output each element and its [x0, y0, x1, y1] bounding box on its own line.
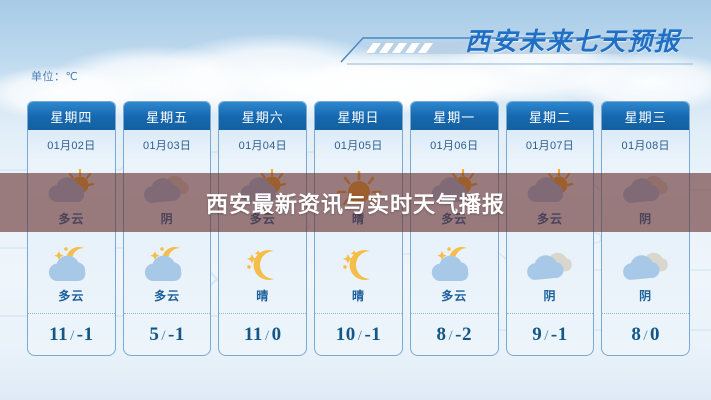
temperature-separator: / [544, 327, 549, 344]
nighttime-condition-label: 多云 [58, 289, 85, 303]
temperature-range: 8/0 [602, 313, 690, 355]
high-temperature: 8 [631, 323, 642, 345]
high-temperature: 8 [436, 323, 447, 345]
date-label: 01月03日 [123, 130, 211, 159]
date-label: 01月07日 [506, 130, 594, 159]
weekday-label: 星期日 [315, 102, 402, 130]
date-label: 01月02日 [28, 130, 115, 159]
low-temperature: -1 [550, 323, 568, 345]
date-label: 01月05日 [315, 130, 402, 159]
moon-behind-cloud-icon [139, 245, 195, 285]
low-temperature: -1 [364, 323, 382, 345]
low-temperature: 0 [271, 323, 282, 345]
high-temperature: 11 [243, 323, 263, 345]
news-overlay-text: 西安最新资讯与实时天气播报 [205, 191, 505, 217]
weekday-label: 星期五 [123, 102, 211, 130]
date-label: 01月04日 [219, 130, 307, 159]
header-banner: 西安未来七天预报 [337, 12, 697, 70]
date-label: 01月08日 [602, 130, 690, 159]
temperature-separator: / [264, 327, 270, 344]
low-temperature: -2 [455, 323, 472, 345]
temperature-range: 8/-2 [410, 313, 498, 355]
temperature-range: 11/0 [219, 313, 307, 355]
crescent-moon-icon [235, 245, 291, 285]
weekday-label: 星期六 [219, 102, 307, 130]
date-label: 01月06日 [410, 130, 498, 159]
temperature-separator: / [448, 327, 454, 344]
banner-decoration-lines [340, 37, 693, 65]
nighttime-condition-label: 阴 [639, 289, 653, 303]
nighttime-forecast: 多云 [124, 236, 211, 313]
nighttime-condition-label: 阴 [543, 289, 557, 303]
moon-behind-cloud-icon [43, 245, 99, 285]
high-temperature: 5 [149, 323, 160, 345]
weekday-label: 星期三 [602, 102, 690, 130]
weekday-label: 星期二 [506, 102, 594, 130]
page-title: 西安未来七天预报 [464, 29, 681, 56]
nighttime-condition-label: 晴 [256, 289, 270, 303]
moon-behind-cloud-icon [426, 245, 482, 285]
temperature-range: 9/-1 [506, 313, 594, 355]
nighttime-condition-label: 多云 [441, 289, 468, 303]
nighttime-condition-label: 多云 [154, 289, 181, 303]
temperature-range: 11/-1 [28, 313, 115, 355]
high-temperature: 11 [49, 323, 69, 345]
nighttime-forecast: 多云 [411, 236, 498, 313]
low-temperature: 0 [650, 323, 660, 345]
temperature-range: 5/-1 [123, 313, 211, 355]
temperature-separator: / [643, 327, 648, 344]
temperature-range: 10/-1 [315, 313, 402, 355]
high-temperature: 10 [335, 323, 356, 345]
weekday-label: 星期四 [28, 102, 115, 130]
crescent-moon-icon [331, 245, 387, 285]
overcast-clouds-icon [522, 245, 578, 285]
nighttime-forecast: 晴 [219, 236, 306, 313]
temperature-separator: / [70, 327, 75, 344]
high-temperature: 9 [532, 323, 543, 345]
nighttime-forecast: 晴 [315, 236, 402, 313]
overcast-clouds-icon [618, 245, 674, 285]
unit-label: 单位：℃ [31, 71, 79, 83]
nighttime-forecast: 阴 [507, 236, 594, 313]
temperature-separator: / [357, 327, 363, 344]
weekday-label: 星期一 [410, 102, 498, 130]
low-temperature: -1 [168, 323, 185, 345]
nighttime-forecast: 阴 [602, 236, 689, 313]
low-temperature: -1 [76, 323, 94, 345]
news-overlay-banner: 西安最新资讯与实时天气播报 [0, 173, 711, 232]
temperature-separator: / [161, 327, 166, 344]
nighttime-condition-label: 晴 [352, 289, 366, 303]
nighttime-forecast: 多云 [28, 236, 115, 313]
